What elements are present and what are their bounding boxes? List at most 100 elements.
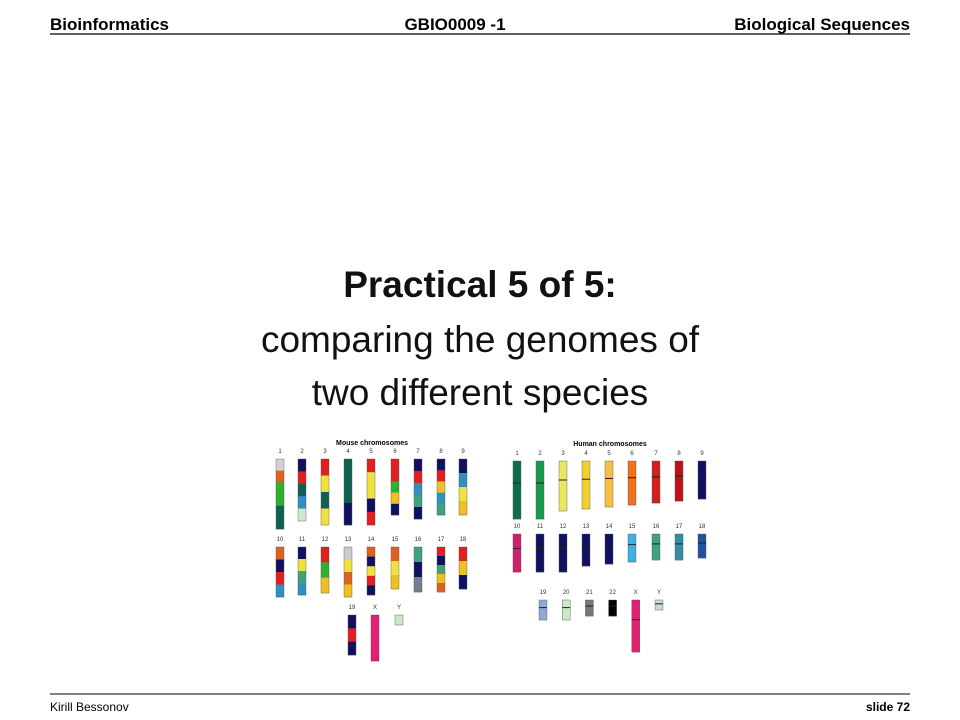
chromosome-band bbox=[321, 459, 329, 476]
chromosome-band bbox=[367, 566, 375, 577]
chromosome-band bbox=[367, 575, 375, 586]
chromosome-band bbox=[367, 511, 375, 526]
chromosome-band bbox=[414, 577, 422, 593]
chromosome-label: 10 bbox=[514, 524, 521, 530]
chromosome-label: 8 bbox=[677, 451, 681, 457]
chromosome-band bbox=[321, 547, 329, 563]
chromosome-outline bbox=[651, 533, 661, 561]
chromosome-outline bbox=[413, 458, 423, 520]
chromosome-outline bbox=[297, 546, 307, 596]
chromosome-outline bbox=[275, 546, 285, 598]
chromosome-band bbox=[536, 461, 544, 520]
chromosome-band bbox=[459, 459, 467, 474]
chromosome-outline bbox=[674, 533, 684, 561]
chromosome-outline bbox=[458, 546, 468, 590]
chromosome-band bbox=[459, 547, 467, 562]
chromosome-band bbox=[276, 470, 284, 483]
chromosome-band bbox=[391, 492, 399, 505]
chromosome-label: 15 bbox=[629, 524, 636, 530]
chromosome-band bbox=[437, 503, 445, 516]
chromosome-outline bbox=[458, 458, 468, 516]
chromosome-label: Y bbox=[657, 590, 661, 596]
chromosome-band bbox=[276, 459, 284, 471]
chromosome-band bbox=[414, 547, 422, 563]
chromosome-label: 19 bbox=[540, 590, 547, 596]
chromosome-outline bbox=[512, 460, 522, 520]
chromosome-band bbox=[344, 481, 352, 504]
mouse-title: Mouse chromosomes bbox=[336, 440, 408, 447]
title-line: Practical 5 of 5: bbox=[343, 264, 617, 305]
human-title: Human chromosomes bbox=[573, 441, 647, 448]
chromosome-outline bbox=[297, 458, 307, 522]
chromosome-label: 4 bbox=[346, 449, 350, 455]
chromosome-label: 11 bbox=[537, 524, 544, 530]
chromosome-outline bbox=[343, 458, 353, 526]
chromosome-label: 13 bbox=[583, 524, 590, 530]
chromosome-band bbox=[367, 547, 375, 557]
chromosome-outline bbox=[413, 546, 423, 593]
chromosome-label: 2 bbox=[300, 449, 304, 455]
chromosome-band bbox=[367, 472, 375, 486]
chromosome-band bbox=[344, 547, 352, 560]
chromosome-outline bbox=[347, 614, 357, 656]
chromosome-band bbox=[276, 505, 284, 518]
chromosome-label: 3 bbox=[561, 451, 565, 457]
chromosome-band bbox=[321, 577, 329, 594]
chromosome-band bbox=[585, 600, 594, 617]
chromosome-label: 9 bbox=[461, 449, 465, 455]
chromosome-outline bbox=[535, 533, 545, 573]
chromosome-band bbox=[391, 575, 399, 590]
chromosome-band bbox=[414, 495, 422, 508]
chromosome-band bbox=[298, 508, 306, 522]
chromosome-band bbox=[391, 459, 399, 471]
chromosome-band bbox=[675, 534, 683, 561]
chromosome-outline bbox=[370, 614, 380, 662]
chromosome-band bbox=[344, 584, 352, 598]
footer-slide: slide 72 bbox=[866, 700, 910, 714]
chromosome-band bbox=[437, 459, 445, 471]
chromosome-band bbox=[437, 547, 445, 557]
chromosome-band bbox=[321, 475, 329, 493]
chromosome-label: 1 bbox=[515, 451, 519, 457]
chromosome-label: 18 bbox=[460, 537, 467, 543]
chromosome-outline bbox=[436, 546, 446, 593]
chromosome-label: 17 bbox=[676, 524, 683, 530]
chromosome-outline bbox=[343, 546, 353, 598]
chromosome-band bbox=[344, 459, 352, 482]
chromosome-label: 7 bbox=[416, 449, 420, 455]
footer-author: Kirill Bessonov bbox=[50, 700, 129, 714]
chromosome-label: 14 bbox=[606, 524, 613, 530]
chromosome-label: Y bbox=[397, 605, 401, 611]
chromosome-band bbox=[562, 600, 571, 621]
chromosome-band bbox=[391, 503, 399, 516]
chromosome-outline bbox=[436, 458, 446, 516]
chromosome-outline bbox=[275, 458, 285, 530]
chromosome-outline bbox=[674, 460, 684, 502]
chromosome-band bbox=[628, 461, 636, 506]
chromosome-band bbox=[344, 503, 352, 526]
chromosome-outline bbox=[394, 614, 404, 626]
chromosome-band bbox=[437, 556, 445, 566]
chromosome-label: 7 bbox=[654, 451, 658, 457]
chromosome-band bbox=[628, 534, 636, 563]
chromosome-label: 15 bbox=[392, 537, 399, 543]
chromosome-outline bbox=[320, 546, 330, 594]
chromosome-band bbox=[298, 583, 306, 596]
subtitle-line: comparing the genomes of bbox=[261, 319, 700, 360]
chromosome-band bbox=[395, 615, 403, 626]
chromosome-label: 16 bbox=[653, 524, 660, 530]
chromosome-label: 18 bbox=[699, 524, 706, 530]
chromosome-band bbox=[414, 483, 422, 496]
chromosome-band bbox=[605, 534, 613, 565]
header-right: Biological Sequences bbox=[734, 15, 910, 34]
chromosome-band bbox=[437, 583, 445, 593]
chromosome-band bbox=[344, 559, 352, 573]
chromosome-label: 8 bbox=[439, 449, 443, 455]
chromosome-outline bbox=[604, 533, 614, 565]
subtitle-line: two different species bbox=[312, 372, 649, 413]
chromosome-outline bbox=[651, 460, 661, 504]
chromosome-label: 11 bbox=[299, 537, 306, 543]
chromosome-band bbox=[367, 459, 375, 473]
chromosome-label: 6 bbox=[393, 449, 397, 455]
